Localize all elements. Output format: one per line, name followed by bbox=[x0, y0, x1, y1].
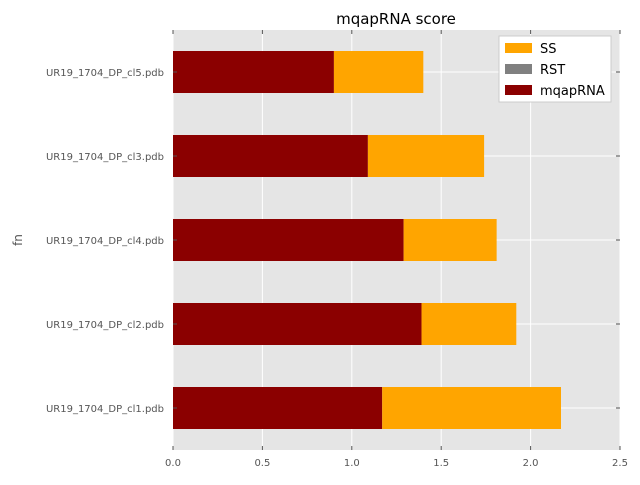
chart-title: mqapRNA score bbox=[336, 10, 456, 28]
y-tick-label: UR19_1704_DP_cl3.pdb bbox=[46, 152, 164, 163]
legend-label-ss: SS bbox=[540, 42, 557, 57]
bar-ss-1 bbox=[421, 303, 517, 345]
bar-mqaprna-4 bbox=[173, 51, 334, 93]
x-tick-label: 1.0 bbox=[344, 458, 360, 469]
legend-swatch-mqaprna bbox=[505, 85, 532, 95]
bar-mqaprna-1 bbox=[173, 303, 422, 345]
axis-ticks: 0.0 0.5 1.0 1.5 2.0 2.5 UR19_1704_DP_cl1.pdb UR… bbox=[46, 30, 628, 469]
bar-ss-4 bbox=[333, 51, 424, 93]
x-tick-label: 2.0 bbox=[523, 458, 539, 469]
y-tick-label: UR19_1704_DP_cl5.pdb bbox=[46, 68, 164, 79]
legend-label-mqaprna: mqapRNA bbox=[540, 84, 605, 99]
bar-ss-0 bbox=[382, 387, 561, 429]
x-tick-label: 2.5 bbox=[612, 458, 628, 469]
y-tick-label: UR19_1704_DP_cl1.pdb bbox=[46, 404, 164, 415]
bars bbox=[173, 51, 561, 429]
x-tick-label: 0.0 bbox=[165, 458, 181, 469]
y-tick-label: UR19_1704_DP_cl4.pdb bbox=[46, 236, 164, 247]
x-tick-label: 1.5 bbox=[433, 458, 449, 469]
legend: SS RST mqapRNA bbox=[498, 35, 612, 103]
bar-ss-3 bbox=[367, 135, 485, 177]
legend-swatch-ss bbox=[505, 43, 532, 53]
bar-ss-2 bbox=[403, 219, 497, 261]
bar-mqaprna-3 bbox=[173, 135, 368, 177]
x-tick-label: 0.5 bbox=[254, 458, 270, 469]
legend-label-rst: RST bbox=[540, 63, 565, 78]
bar-mqaprna-2 bbox=[173, 219, 404, 261]
y-tick-label: UR19_1704_DP_cl2.pdb bbox=[46, 320, 164, 331]
y-axis-label: fn bbox=[11, 234, 25, 246]
legend-swatch-rst bbox=[505, 64, 532, 74]
bar-mqaprna-0 bbox=[173, 387, 383, 429]
